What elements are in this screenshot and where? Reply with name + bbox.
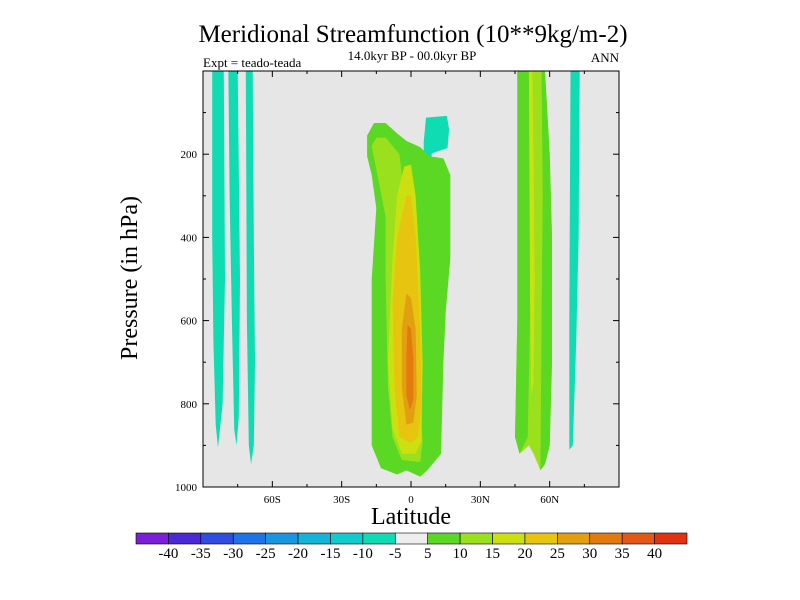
colorbar-swatch — [589, 532, 623, 545]
season-annotation: ANN — [591, 50, 620, 65]
colorbar-label: 10 — [453, 546, 468, 562]
colorbar-label: 35 — [615, 546, 630, 562]
colorbar-swatch — [135, 532, 169, 545]
colorbar-swatch — [524, 532, 558, 545]
contour-layer — [212, 71, 580, 477]
y-tick-label: 600 — [181, 316, 198, 328]
colorbar-label: -35 — [191, 546, 211, 562]
contour-nh-5 — [515, 71, 530, 454]
contour-nh-band — [569, 71, 580, 450]
chart-subtitle: 14.0kyr BP - 00.0kyr BP — [348, 48, 477, 63]
colorbar-label: 20 — [517, 546, 532, 562]
contour-sh-band-1 — [212, 71, 225, 448]
colorbar-label: 5 — [424, 546, 432, 562]
colorbar-label: 25 — [550, 546, 565, 562]
colorbar-label: -30 — [223, 546, 243, 562]
colorbar-swatch — [297, 532, 331, 545]
colorbar-swatch — [492, 532, 526, 545]
x-tick-label: 60N — [540, 494, 559, 506]
colorbar-label: -40 — [158, 546, 178, 562]
colorbar-label: -5 — [389, 546, 402, 562]
colorbar-swatch — [232, 532, 266, 545]
colorbar-swatch — [265, 532, 299, 545]
tick-layer: 60S 30S 0 30N 60N 200 400 600 800 1000 — [175, 71, 619, 506]
colorbar-label: 30 — [582, 546, 597, 562]
colorbar-label: -15 — [320, 546, 340, 562]
colorbar-label: -20 — [288, 546, 308, 562]
colorbar-label: -25 — [256, 546, 276, 562]
contour-sh-band-2 — [228, 71, 240, 446]
colorbar-swatch — [459, 532, 493, 545]
colorbar-swatch — [394, 532, 429, 545]
x-tick-label: 30S — [333, 494, 350, 506]
plot-frame — [202, 70, 620, 488]
colorbar-swatch — [200, 532, 234, 545]
colorbar-swatch — [654, 532, 688, 545]
y-tick-label: 1000 — [175, 482, 198, 494]
x-tick-label: 60S — [264, 494, 281, 506]
contour-nh-5-outer — [540, 71, 552, 471]
colorbar-swatch — [330, 532, 364, 545]
x-tick-label: 0 — [408, 494, 414, 506]
colorbar-swatch — [362, 532, 396, 545]
experiment-annotation: Expt = teado-teada — [203, 55, 302, 70]
contour-sh-band-3 — [245, 71, 255, 465]
x-tick-label: 30N — [471, 494, 490, 506]
colorbar-label: 40 — [647, 546, 662, 562]
y-tick-label: 800 — [181, 399, 198, 411]
colorbar-swatch — [427, 532, 461, 545]
colorbar-swatch — [557, 532, 591, 545]
colorbar: -40 -35 -30 -25 -20 -15 -10 -5 5 10 15 20 25 30 35 40 — [135, 532, 688, 562]
contour-nh-15 — [528, 71, 535, 396]
contour-trop-30 — [406, 324, 414, 410]
y-tick-label: 200 — [181, 149, 198, 161]
y-axis-label: Pressure (in hPa) — [117, 196, 143, 360]
chart-title: Meridional Streamfunction (10**9kg/m-2) — [198, 21, 627, 48]
colorbar-label: -10 — [353, 546, 373, 562]
x-axis-label: Latitude — [371, 504, 451, 530]
colorbar-swatch — [621, 532, 655, 545]
colorbar-swatch — [168, 532, 202, 545]
colorbar-label: 15 — [485, 546, 500, 562]
y-tick-label: 400 — [181, 232, 198, 244]
